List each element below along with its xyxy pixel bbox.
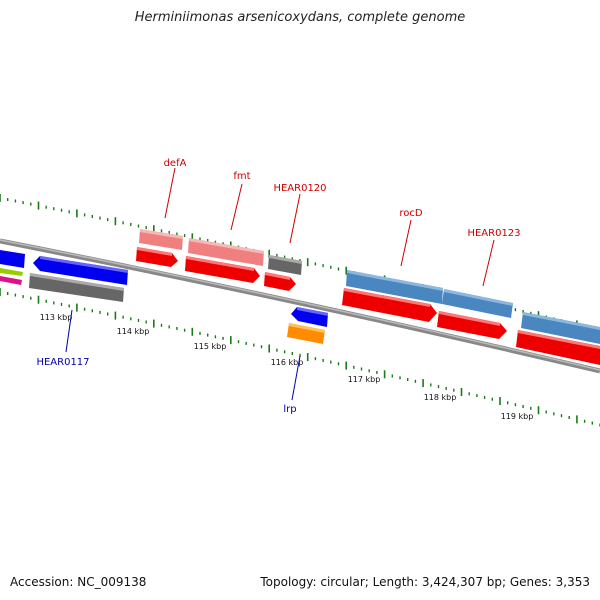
- feature-lime-left[interactable]: [0, 268, 23, 276]
- scale-label-118: 118 kbp: [424, 393, 457, 402]
- scale-label-116: 116 kbp: [271, 358, 304, 367]
- genome-backbone: [0, 238, 600, 374]
- scale-label-114: 114 kbp: [117, 327, 150, 336]
- gene-defa-arrow[interactable]: [136, 247, 178, 267]
- feature-steelblue-right[interactable]: [521, 312, 600, 344]
- gene-label-lrp: lrp: [283, 404, 296, 415]
- gene-fmt-arrow[interactable]: [185, 256, 260, 283]
- scale-label-115: 115 kbp: [194, 342, 227, 351]
- feature-magenta-left[interactable]: [0, 276, 22, 285]
- scale-label-113: 113 kbp: [40, 313, 73, 322]
- gene-hear0117-arrow[interactable]: [33, 256, 128, 285]
- gene-label-hear0123: HEAR0123: [467, 228, 520, 239]
- gene-gray-1[interactable]: [29, 273, 124, 302]
- accession-text: Accession: NC_009138: [10, 575, 147, 589]
- feature-red-right[interactable]: [516, 330, 600, 365]
- map-title: Herminiimonas arsenicoxydans, complete g…: [134, 10, 466, 25]
- scale-label-117: 117 kbp: [348, 375, 381, 384]
- gene-label-rocd: rocD: [399, 208, 423, 219]
- gene-label-hear0120: HEAR0120: [273, 183, 326, 194]
- scale-label-119: 119 kbp: [501, 412, 534, 421]
- gene-label-fmt: fmt: [233, 171, 250, 182]
- gene-fmt-box[interactable]: [188, 238, 264, 266]
- feature-blue-left[interactable]: [0, 250, 25, 268]
- topology-text: Topology: circular; Length: 3,424,307 bp…: [260, 575, 590, 589]
- gene-label-hear0117: HEAR0117: [36, 357, 89, 368]
- gene-hear0123-box[interactable]: [442, 289, 513, 318]
- gene-rocd-arrow[interactable]: [342, 288, 437, 322]
- gene-hear0123-arrow[interactable]: [437, 311, 507, 339]
- gene-rocd-box[interactable]: [346, 270, 443, 304]
- inner-tick-ring: [0, 288, 600, 427]
- gene-label-defa: defA: [164, 158, 187, 169]
